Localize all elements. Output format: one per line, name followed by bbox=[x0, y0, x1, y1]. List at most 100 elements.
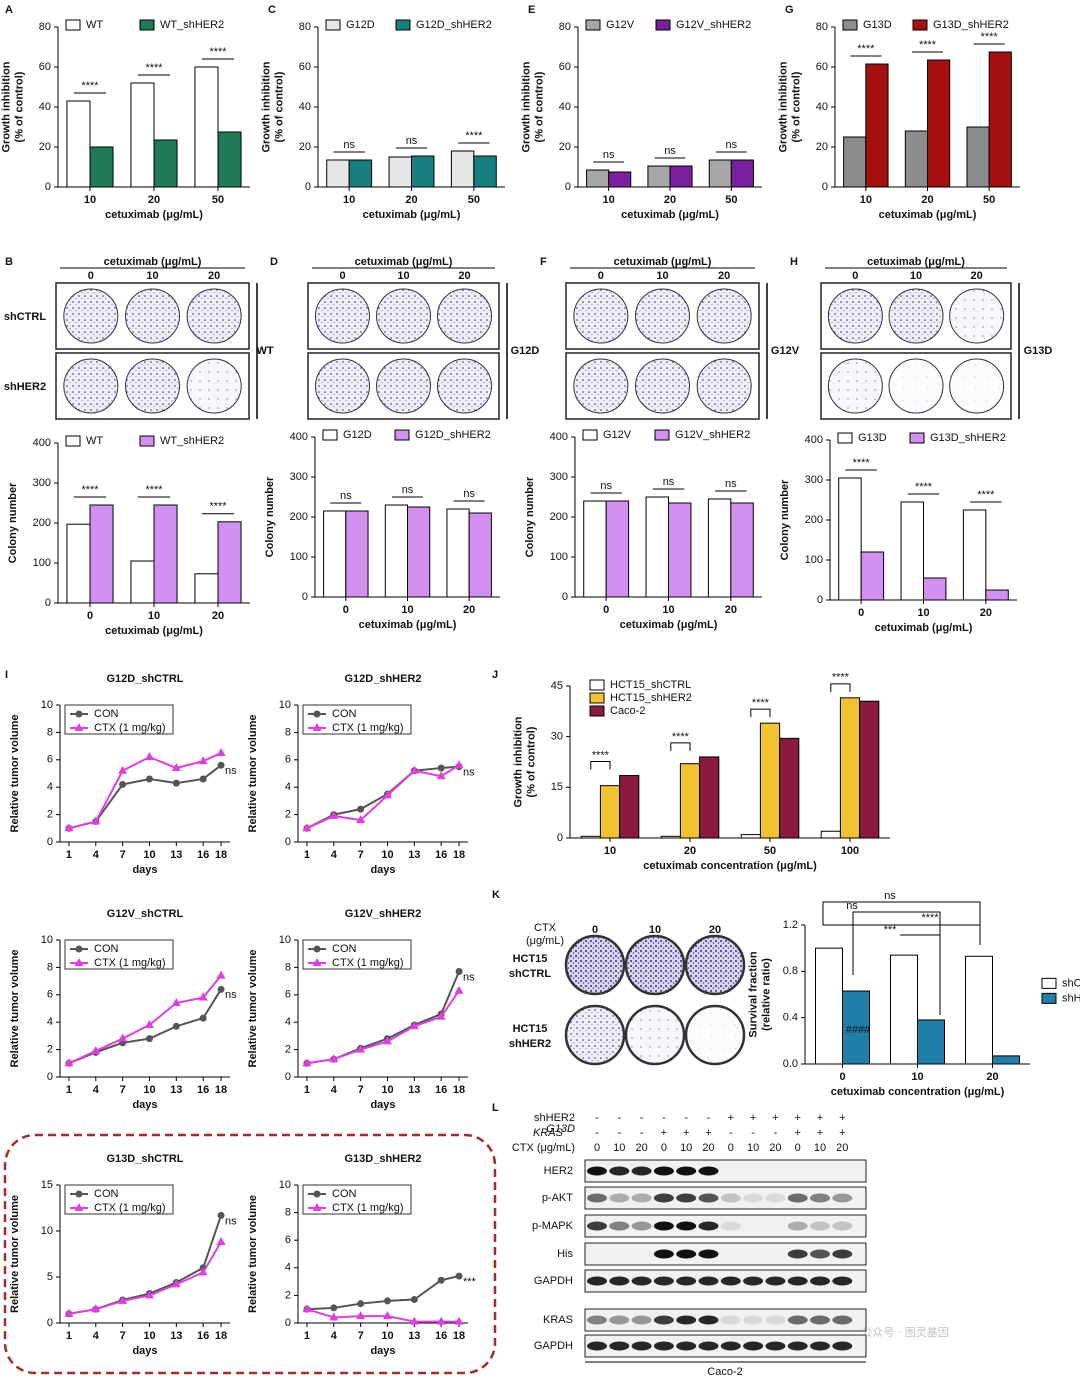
x-tick-label: 10 bbox=[860, 194, 872, 206]
y-tick-label: 100 bbox=[805, 554, 823, 566]
y-tick-label: 0 bbox=[822, 181, 828, 193]
blot-band bbox=[787, 1249, 808, 1259]
legend-label: G12V bbox=[603, 429, 632, 441]
dose-label: 20 bbox=[458, 270, 470, 282]
blot-band bbox=[765, 1315, 786, 1325]
y-tick-label: 2 bbox=[285, 1044, 291, 1056]
y-tick-label: 40 bbox=[299, 101, 311, 113]
bar bbox=[586, 169, 610, 188]
blot-band bbox=[720, 1341, 741, 1351]
blot-band bbox=[743, 1341, 764, 1351]
x-axis-label: days bbox=[370, 1099, 395, 1111]
y-tick-label: 8 bbox=[285, 1207, 291, 1219]
y-tick-label: 0 bbox=[305, 181, 311, 193]
dose-label: 10 bbox=[146, 270, 158, 282]
legend-label: HCT15_shHER2 bbox=[610, 692, 692, 704]
blot-band bbox=[743, 1315, 764, 1325]
colony-plate bbox=[949, 358, 1005, 414]
significance: **** bbox=[921, 912, 939, 924]
y-tick-label: 8 bbox=[47, 726, 53, 738]
legend-marker bbox=[312, 1203, 322, 1211]
legend-label: CTX (1 mg/kg) bbox=[94, 722, 166, 734]
condition-mark: + bbox=[661, 1127, 667, 1139]
bracket bbox=[822, 914, 980, 926]
legend-label: G12D bbox=[346, 19, 375, 31]
blot-band bbox=[765, 1341, 786, 1351]
y-tick-label: 6 bbox=[47, 989, 53, 1001]
bar bbox=[668, 502, 692, 598]
bar bbox=[384, 504, 408, 598]
x-tick-label: 13 bbox=[170, 1330, 182, 1342]
bar bbox=[842, 990, 870, 1065]
colony-plate bbox=[696, 358, 752, 414]
band-label: HER2 bbox=[544, 1165, 573, 1177]
blot-band bbox=[631, 1341, 652, 1351]
blot-band bbox=[676, 1221, 697, 1231]
marker bbox=[217, 1211, 225, 1219]
marker bbox=[171, 998, 181, 1007]
bar bbox=[345, 510, 369, 598]
y-tick-label: 40 bbox=[39, 101, 51, 113]
y-tick-label: 0.8 bbox=[783, 965, 798, 977]
x-tick-label: 10 bbox=[662, 604, 674, 616]
x-axis-label: days bbox=[132, 1099, 157, 1111]
blot-band bbox=[587, 1276, 607, 1286]
colony-plate bbox=[63, 288, 119, 344]
plate-header: cetuximab (μg/mL) bbox=[614, 256, 712, 268]
marker bbox=[382, 790, 392, 799]
x-tick-label: 4 bbox=[331, 1330, 338, 1342]
x-tick-label: 16 bbox=[197, 849, 209, 861]
condition-mark: + bbox=[794, 1127, 800, 1139]
colony-plate bbox=[624, 934, 686, 996]
condition-mark: 0 bbox=[594, 1142, 600, 1154]
y-tick-label: 10 bbox=[41, 1225, 53, 1237]
y-tick-label: 6 bbox=[285, 989, 291, 1001]
x-tick-label: 4 bbox=[93, 849, 100, 861]
blot-strip bbox=[584, 1242, 867, 1266]
bar bbox=[326, 159, 350, 188]
x-tick-label: 10 bbox=[143, 1330, 155, 1342]
condition-mark: + bbox=[817, 1127, 823, 1139]
marker bbox=[329, 1312, 339, 1321]
dose-label: 10 bbox=[910, 270, 922, 282]
x-tick-label: 20 bbox=[463, 604, 475, 616]
condition-mark: 20 bbox=[769, 1142, 781, 1154]
group-label: WT bbox=[256, 345, 273, 357]
x-tick-label: 10 bbox=[148, 610, 160, 622]
blot-band bbox=[653, 1221, 674, 1231]
x-axis-label: days bbox=[132, 1345, 157, 1357]
blot-band bbox=[609, 1221, 630, 1231]
condition-mark: + bbox=[839, 1127, 845, 1139]
marker bbox=[145, 775, 153, 783]
bracket bbox=[750, 708, 771, 718]
row-label: shCTRL bbox=[4, 311, 46, 323]
marker bbox=[410, 1296, 418, 1304]
band-label: p-MAPK bbox=[532, 1220, 574, 1232]
x-tick-label: 18 bbox=[453, 849, 465, 861]
y-axis-label: (% of control) bbox=[525, 726, 537, 797]
colony-plate bbox=[573, 358, 629, 414]
significance: **** bbox=[752, 697, 770, 709]
y-axis-label: Relative tumor volume bbox=[9, 1195, 21, 1313]
bar bbox=[904, 130, 928, 188]
blot-band bbox=[676, 1341, 697, 1351]
y-tick-label: 6 bbox=[47, 754, 53, 766]
significance: ns bbox=[603, 149, 615, 161]
plate-frame bbox=[307, 282, 500, 350]
legend-label: WT bbox=[86, 435, 103, 447]
bar bbox=[153, 504, 178, 604]
y-axis-label: Colony number bbox=[524, 476, 536, 557]
row-label: shHER2 bbox=[509, 1038, 551, 1050]
legend-swatch bbox=[842, 19, 858, 31]
y-tick-label: 0 bbox=[47, 836, 53, 848]
y-axis-label: Survival fraction bbox=[747, 951, 759, 1037]
band-label: GAPDH bbox=[534, 1340, 573, 1352]
condition-mark: + bbox=[772, 1112, 778, 1124]
bar bbox=[194, 573, 219, 604]
dose-label: 0 bbox=[598, 270, 604, 282]
legend-label: G12V_shHER2 bbox=[676, 19, 751, 31]
x-tick-label: 20 bbox=[980, 607, 992, 619]
y-tick-label: 80 bbox=[299, 21, 311, 33]
legend-label: G12V_shHER2 bbox=[675, 429, 750, 441]
